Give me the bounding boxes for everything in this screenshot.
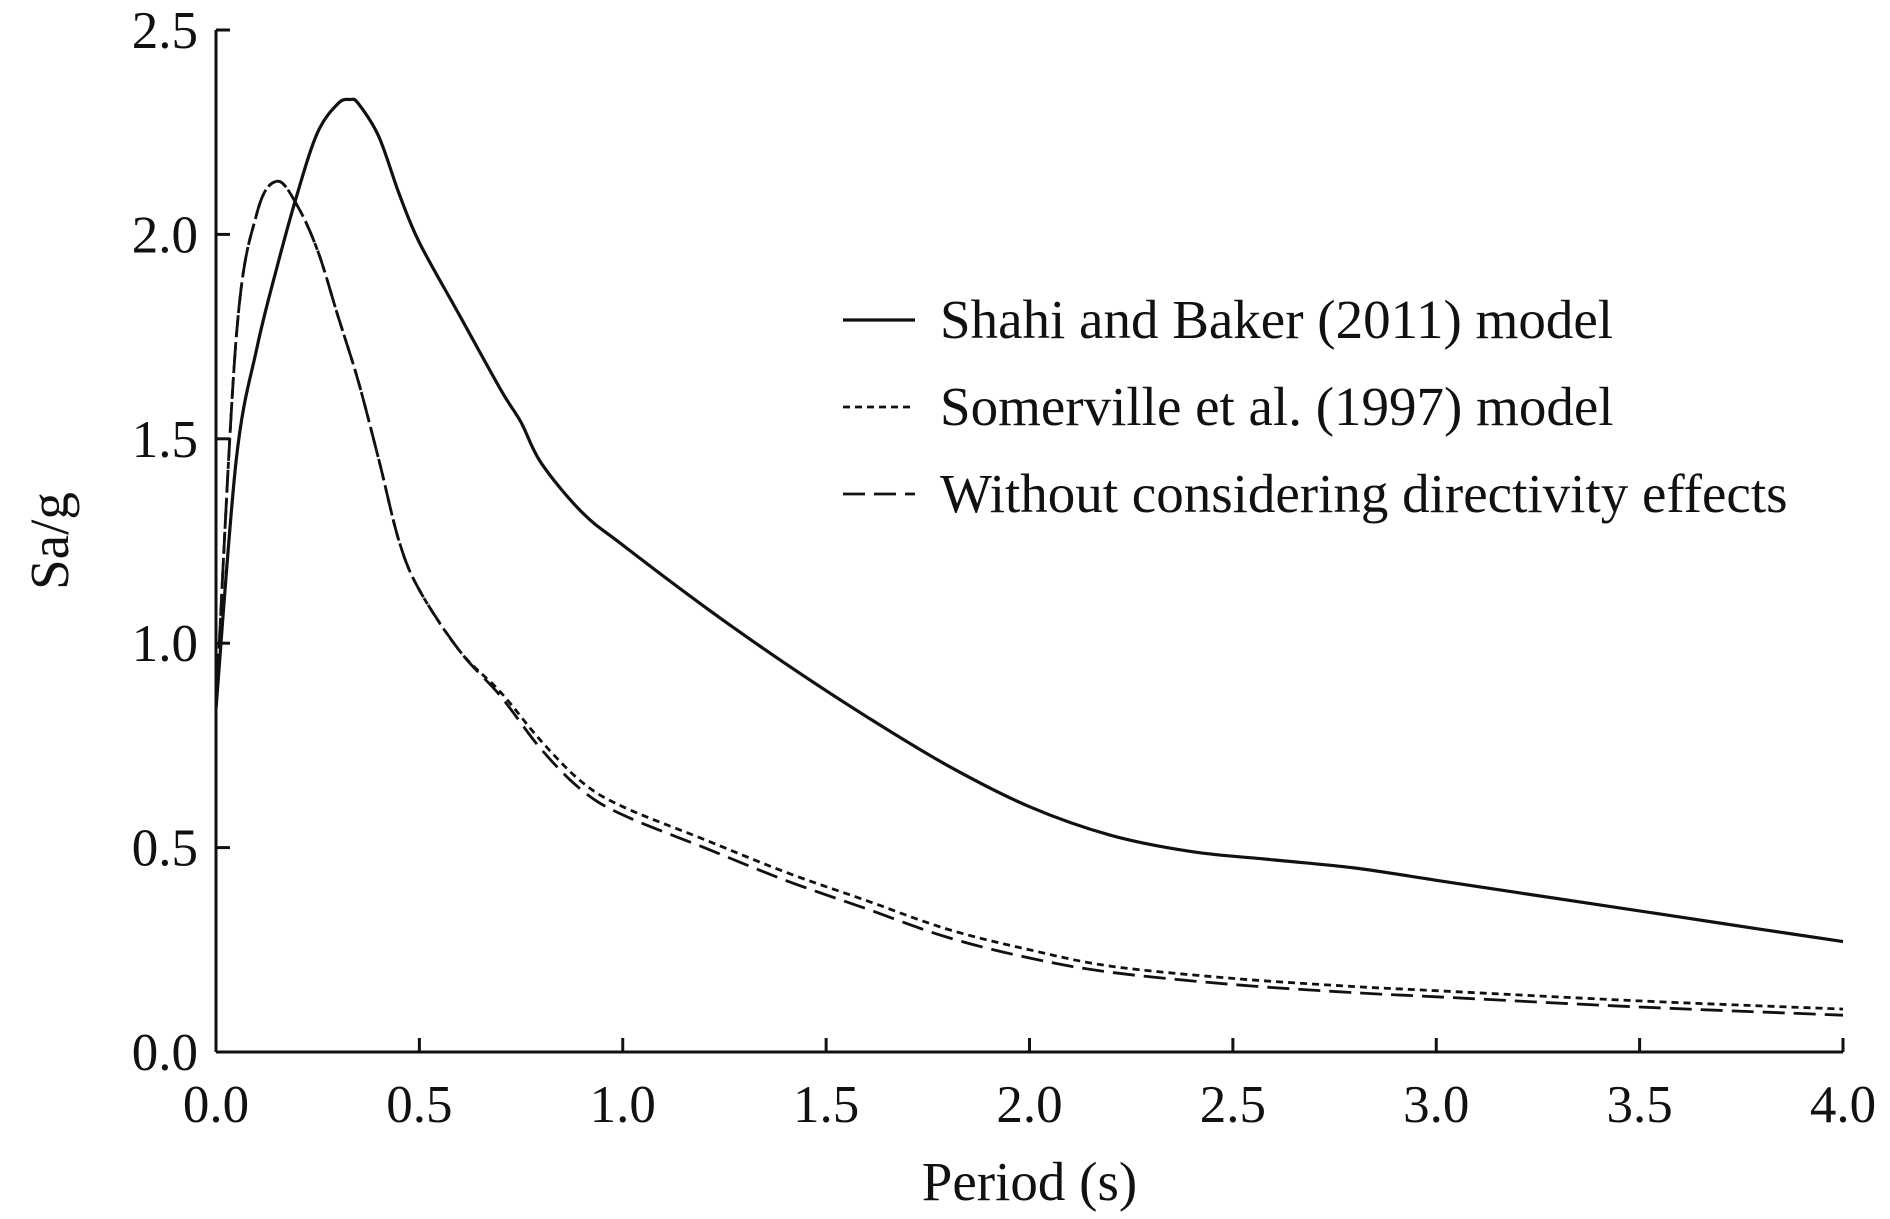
x-axis-ticks: 0.0 0.5 1.0 1.5 2.0 2.5 3.0 3.5 4.0 (183, 1038, 1876, 1134)
y-tick-label: 1.5 (132, 411, 198, 469)
y-tick-label: 0.5 (132, 820, 198, 878)
series-line-somerville (214, 179, 1844, 1011)
series-lines (214, 97, 1844, 1017)
y-tick-label: 2.5 (132, 2, 198, 60)
legend-label-somerville: Somerville et al. (1997) model (940, 376, 1614, 437)
x-tick-label: 3.5 (1607, 1076, 1673, 1134)
x-tick-label: 3.0 (1403, 1076, 1469, 1134)
y-tick-label: 0.0 (132, 1024, 198, 1082)
y-axis-title: Sa/g (19, 492, 80, 590)
x-tick-label: 0.5 (386, 1076, 452, 1134)
y-tick-label: 2.0 (132, 206, 198, 264)
y-axis-ticks: 0.0 0.5 1.0 1.5 2.0 2.5 (132, 2, 230, 1082)
x-tick-label: 0.0 (183, 1076, 249, 1134)
legend: Shahi and Baker (2011) model Somerville e… (843, 289, 1788, 524)
y-tick-label: 1.0 (132, 615, 198, 673)
x-tick-label: 1.0 (590, 1076, 656, 1134)
legend-label-no-directivity: Without considering directivity effects (940, 463, 1788, 524)
series-line-shahi-baker (214, 97, 1844, 944)
legend-label-shahi-baker: Shahi and Baker (2011) model (940, 289, 1613, 350)
x-tick-label: 4.0 (1810, 1076, 1876, 1134)
x-tick-label: 2.5 (1200, 1076, 1266, 1134)
series-line-no-directivity (214, 179, 1844, 1017)
x-axis-title: Period (s) (922, 1151, 1137, 1212)
x-tick-label: 1.5 (793, 1076, 859, 1134)
axes: 0.0 0.5 1.0 1.5 2.0 2.5 3.0 3.5 4.0 0.0 0.5 1.0 1.5… (19, 2, 1876, 1212)
x-tick-label: 2.0 (996, 1076, 1062, 1134)
